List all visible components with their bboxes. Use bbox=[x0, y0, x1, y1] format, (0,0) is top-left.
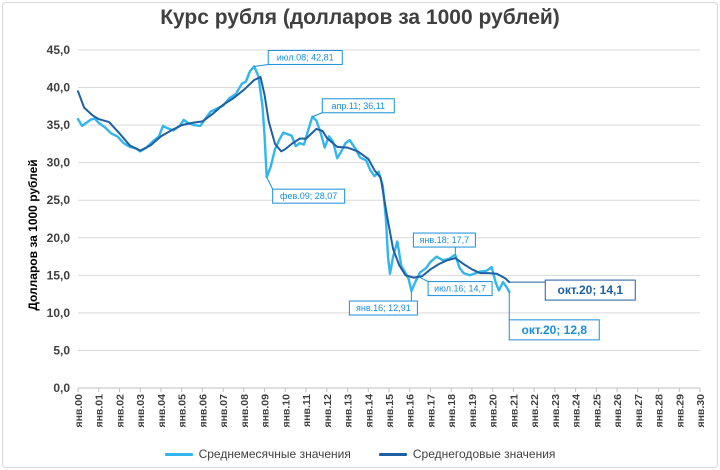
annotation-box bbox=[321, 98, 395, 114]
series-lines bbox=[76, 65, 511, 294]
x-tick-label: янв.13 bbox=[343, 394, 355, 428]
series-monthly-line bbox=[76, 65, 511, 294]
x-tick-label: янв.11 bbox=[301, 394, 313, 427]
x-tick-label: янв.10 bbox=[280, 394, 292, 428]
x-tick-label: янв.23 bbox=[550, 394, 562, 428]
legend-item-monthly: Среднемесячные значения bbox=[164, 447, 351, 461]
y-tick-label: 0,0 bbox=[53, 381, 70, 395]
annotation-leader bbox=[254, 63, 269, 67]
annotation-box bbox=[267, 49, 343, 65]
legend-swatch-yearly bbox=[378, 452, 407, 456]
x-tick-label: янв.14 bbox=[363, 394, 375, 428]
x-tick-label: янв.18 bbox=[446, 394, 458, 428]
x-tick-label: янв.12 bbox=[322, 394, 334, 428]
annotation-box bbox=[272, 188, 346, 204]
x-tick-label: янв.16 bbox=[405, 394, 417, 428]
y-tick-label: 20,0 bbox=[47, 231, 71, 245]
x-tick-label: янв.30 bbox=[695, 394, 707, 428]
x-tick-label: янв.00 bbox=[73, 394, 85, 428]
annotation-label: фев.09; 28,07 bbox=[280, 191, 337, 201]
x-tick-label: янв.28 bbox=[654, 394, 666, 428]
y-tick-label: 5,0 bbox=[53, 343, 70, 357]
annotation-box bbox=[348, 300, 418, 316]
annotation-box bbox=[427, 281, 493, 297]
y-axis-ticks: 0,0 5,0 10,0 15,0 20,0 25,0 30,0 35,0 40,0 45,0 bbox=[47, 43, 71, 395]
x-tick-label: янв.04 bbox=[156, 394, 168, 428]
chart-title: Курс рубля (долларов за 1000 рублей) bbox=[160, 6, 560, 29]
annotation-label: янв.18; 17,7 bbox=[420, 235, 470, 245]
y-tick-label: 45,0 bbox=[47, 43, 71, 57]
annotation-leader bbox=[419, 277, 429, 283]
annotation-label: июл.08; 42,81 bbox=[277, 52, 334, 62]
y-tick-label: 30,0 bbox=[47, 156, 71, 170]
legend-label-monthly: Среднемесячные значения bbox=[198, 447, 351, 461]
x-tick-label: янв.22 bbox=[529, 394, 541, 428]
x-tick-label: янв.09 bbox=[260, 394, 272, 428]
x-tick-label: янв.24 bbox=[571, 394, 583, 428]
x-tick-label: янв.17 bbox=[425, 394, 437, 428]
x-axis-ticks: янв.00 янв.01 янв.02 янв.03 янв.04 янв.05 янв.… bbox=[73, 388, 707, 428]
x-tick-label: янв.08 bbox=[239, 394, 251, 428]
annotations: июл.08; 42,81 апр.11; 36,11 фев.09; 28,07 я… bbox=[254, 49, 636, 341]
x-tick-label: янв.03 bbox=[135, 394, 147, 428]
x-tick-label: янв.15 bbox=[384, 394, 396, 428]
legend: Среднемесячные значения Среднегодовые зн… bbox=[0, 444, 720, 464]
x-tick-label: янв.25 bbox=[591, 394, 603, 428]
y-tick-label: 25,0 bbox=[47, 193, 71, 207]
x-tick-label: янв.26 bbox=[612, 394, 624, 428]
x-tick-label: янв.29 bbox=[674, 394, 686, 428]
y-tick-label: 15,0 bbox=[47, 268, 71, 282]
annotation-label: окт.20; 12,8 bbox=[521, 323, 587, 337]
legend-label-yearly: Среднегодовые значения bbox=[412, 447, 556, 461]
annotation-box bbox=[412, 232, 476, 248]
annotation-label: окт.20; 14,1 bbox=[557, 283, 623, 297]
x-tick-label: янв.02 bbox=[114, 394, 126, 428]
y-axis-label: Долларов за 1000 рублей bbox=[26, 159, 40, 310]
x-tick-label: янв.06 bbox=[197, 394, 209, 428]
x-tick-label: янв.07 bbox=[218, 394, 230, 428]
x-tick-label: янв.01 bbox=[94, 394, 106, 428]
x-tick-label: янв.20 bbox=[488, 394, 500, 428]
annotation-label: янв.16; 12,91 bbox=[356, 303, 411, 313]
x-tick-label: янв.05 bbox=[177, 394, 189, 428]
annotation-box bbox=[508, 319, 600, 341]
y-tick-label: 10,0 bbox=[47, 306, 71, 320]
annotation-leader bbox=[266, 176, 274, 190]
x-tick-label: янв.27 bbox=[633, 394, 645, 428]
y-tick-label: 40,0 bbox=[47, 81, 71, 95]
annotation-box bbox=[544, 279, 636, 301]
annotation-leader bbox=[312, 112, 323, 118]
annotation-label: апр.11; 36,11 bbox=[331, 101, 385, 111]
y-tick-label: 35,0 bbox=[47, 118, 71, 132]
legend-swatch-monthly bbox=[164, 452, 193, 456]
x-tick-label: янв.21 bbox=[508, 394, 520, 428]
legend-item-yearly: Среднегодовые значения bbox=[378, 447, 556, 461]
x-tick-label: янв.19 bbox=[467, 394, 479, 428]
annotation-label: июл.16; 14,7 bbox=[434, 284, 486, 294]
series-yearly-line bbox=[77, 76, 511, 284]
